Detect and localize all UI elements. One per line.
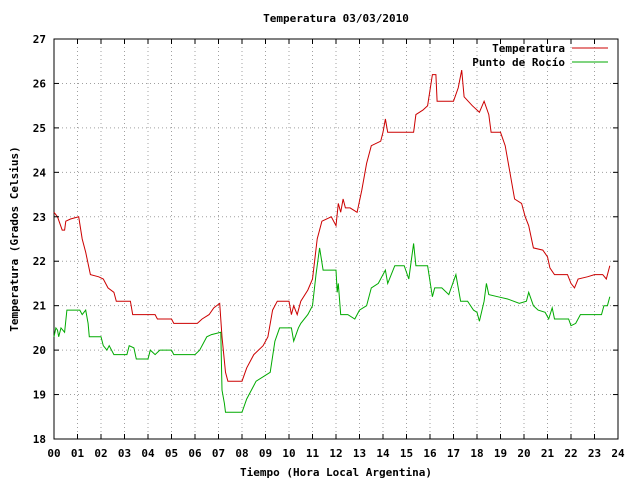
series-line-temperatura	[53, 70, 611, 382]
x-tick-label: 10	[282, 447, 295, 460]
x-tick-label: 06	[188, 447, 202, 460]
y-tick-label: 24	[33, 166, 47, 179]
legend-label-temperatura: Temperatura	[492, 42, 565, 55]
y-axis-label: Temperatura (Grados Celsius)	[8, 146, 21, 331]
x-tick-label: 09	[259, 447, 272, 460]
y-axis-ticks: 18 19 20 21 22 23 24 25 26 27	[33, 33, 618, 446]
series-line-punto-de-rocio	[53, 243, 611, 413]
x-tick-label: 14	[376, 447, 390, 460]
x-tick-label: 11	[306, 447, 320, 460]
x-tick-label: 22	[564, 447, 577, 460]
x-tick-label: 08	[235, 447, 248, 460]
x-tick-label: 01	[71, 447, 85, 460]
y-tick-label: 25	[33, 122, 46, 135]
x-tick-label: 03	[118, 447, 131, 460]
grid-lines	[54, 39, 618, 439]
x-tick-label: 04	[141, 447, 155, 460]
x-axis-ticks: 00 01 02 03 04 05 06 07 08 09 10 11 12 13 14 15 16 17 18 19…	[47, 39, 625, 460]
x-tick-label: 21	[541, 447, 555, 460]
y-tick-label: 23	[33, 211, 46, 224]
chart-title: Temperatura 03/03/2010	[263, 12, 409, 25]
y-tick-label: 26	[33, 77, 47, 90]
x-tick-label: 17	[447, 447, 460, 460]
legend-label-punto-de-rocio: Punto de Rocío	[472, 56, 565, 69]
series-lines	[53, 70, 611, 413]
x-tick-label: 15	[400, 447, 413, 460]
y-tick-label: 20	[33, 344, 46, 357]
x-tick-label: 00	[47, 447, 60, 460]
x-tick-label: 12	[329, 447, 342, 460]
x-tick-label: 05	[165, 447, 178, 460]
x-tick-label: 19	[494, 447, 507, 460]
legend: Temperatura Punto de Rocío	[472, 42, 608, 69]
y-tick-label: 22	[33, 255, 46, 268]
x-tick-label: 24	[611, 447, 625, 460]
y-tick-label: 19	[33, 389, 46, 402]
x-tick-label: 13	[353, 447, 366, 460]
x-tick-label: 23	[588, 447, 601, 460]
x-axis-label: Tiempo (Hora Local Argentina)	[240, 466, 432, 479]
x-tick-label: 20	[517, 447, 530, 460]
x-tick-label: 07	[212, 447, 225, 460]
y-tick-label: 27	[33, 33, 46, 46]
y-tick-label: 18	[33, 433, 46, 446]
x-tick-label: 18	[470, 447, 483, 460]
x-tick-label: 16	[423, 447, 437, 460]
y-tick-label: 21	[33, 300, 47, 313]
x-tick-label: 02	[94, 447, 107, 460]
